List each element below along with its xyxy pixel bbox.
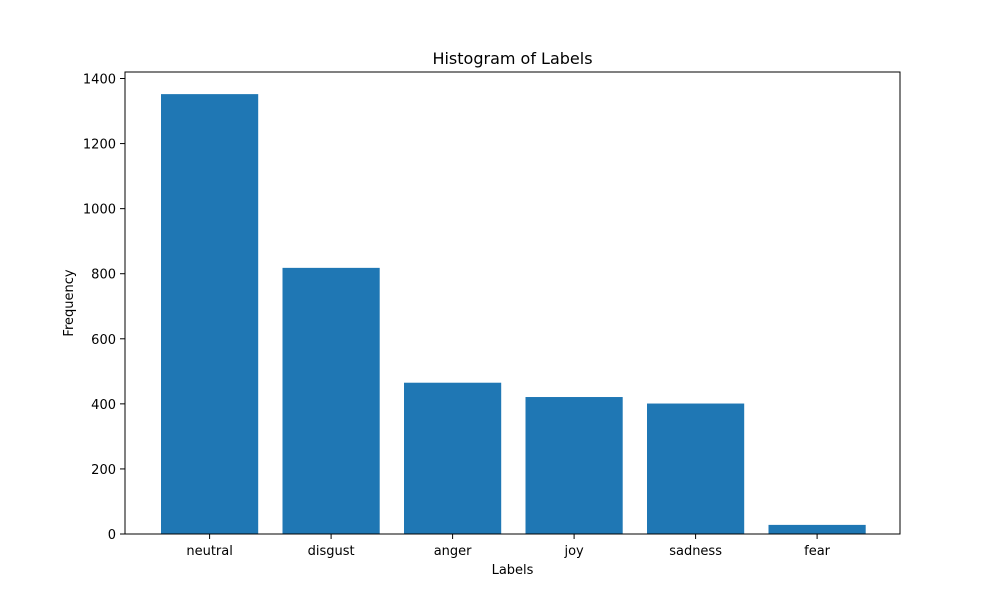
x-tick-label: anger (434, 544, 472, 559)
y-tick-label: 1200 (83, 138, 116, 153)
x-axis-title: Labels (492, 563, 534, 578)
bar-sadness (647, 403, 745, 534)
bar-anger (404, 382, 502, 534)
x-tick-label: fear (804, 544, 831, 559)
x-tick-label: sadness (669, 544, 722, 559)
y-tick-label: 600 (91, 333, 116, 348)
chart-title: Histogram of Labels (432, 49, 592, 68)
x-tick-label: joy (563, 544, 584, 559)
y-tick-label: 800 (91, 268, 116, 283)
bar-disgust (282, 267, 380, 534)
y-axis: 0 200 400 600 800 1000 1200 1400 (83, 73, 125, 543)
bar-neutral (161, 94, 259, 534)
y-tick-label: 1400 (83, 73, 116, 88)
x-tick-label: disgust (308, 544, 355, 559)
x-tick-label: neutral (186, 544, 233, 559)
y-axis-title: Frequency (62, 269, 77, 336)
bar-joy (525, 397, 623, 534)
plot-frame (124, 71, 901, 535)
y-tick-label: 0 (108, 528, 116, 543)
bar-fear (768, 524, 866, 534)
y-tick-label: 400 (91, 398, 116, 413)
x-axis: neutral disgust anger joy sadness fear (186, 534, 831, 559)
y-tick-label: 200 (91, 463, 116, 478)
y-tick-label: 1000 (83, 203, 116, 218)
bars-group (161, 94, 866, 534)
